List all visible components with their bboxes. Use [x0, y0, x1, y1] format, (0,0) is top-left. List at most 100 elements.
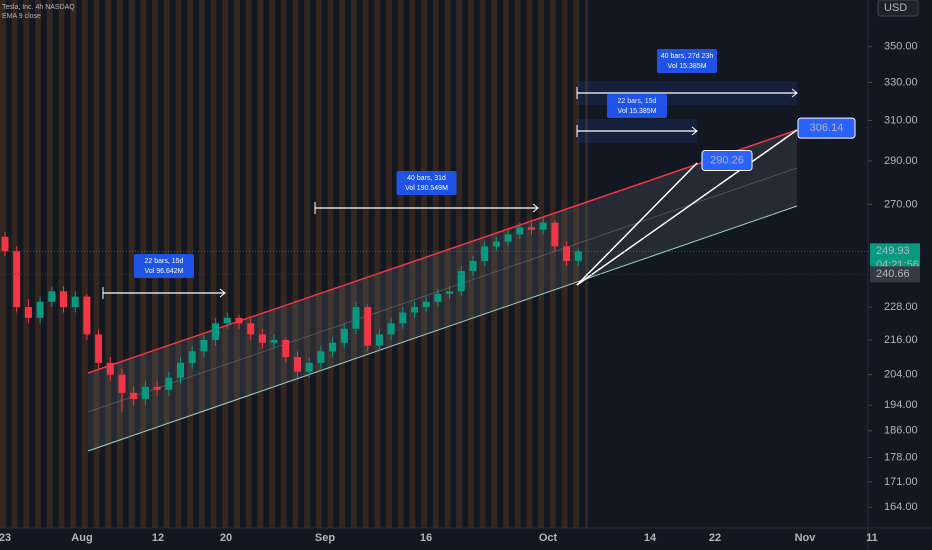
candle-body [177, 362, 184, 378]
candle-body [212, 323, 220, 340]
x-tick-label: 12 [152, 532, 164, 544]
price-badge [870, 266, 920, 283]
measure-arrow [691, 126, 698, 136]
x-tick-label: 16 [420, 532, 432, 544]
y-tick-label: 194.00 [884, 399, 918, 411]
candle-body [528, 227, 535, 230]
y-tick-label: 228.00 [884, 301, 918, 313]
measure-bars: 22 bars, 15d [145, 258, 184, 265]
projection-arrow [576, 129, 798, 286]
y-tick-label: 290.00 [884, 155, 918, 167]
candle-body [223, 317, 231, 324]
channel-mid [87, 167, 798, 413]
measure-vol: Vol 15.385M [618, 108, 657, 115]
candle-body [153, 386, 161, 390]
x-tick-label: 11 [866, 532, 878, 544]
y-tick-label: 216.00 [884, 334, 918, 346]
x-tick-label: Sep [315, 532, 335, 544]
target-label: 290.26 [710, 154, 744, 166]
candle-body [364, 307, 372, 346]
measure-bars: 40 bars, 31d [407, 175, 446, 182]
candle-body [305, 362, 313, 372]
measure-box [657, 49, 717, 73]
candle-body [24, 307, 32, 318]
measure-box [396, 171, 457, 195]
candle-body [352, 307, 360, 329]
candle-body [539, 222, 547, 230]
session-stripes [0, 0, 588, 528]
candle-body [83, 296, 91, 335]
x-tick-label: Aug [71, 532, 92, 544]
measure-arrow [791, 88, 798, 98]
measure-box [607, 94, 667, 118]
candle-body [71, 296, 79, 308]
measure-arrow [219, 288, 226, 298]
measure-bars: 22 bars, 15d [618, 98, 657, 105]
candle-body [294, 357, 301, 372]
candle-body [446, 291, 454, 294]
candle-body [387, 323, 395, 335]
measure-vol: Vol 15.385M [668, 63, 707, 70]
candle-body [422, 301, 430, 308]
candle-body [130, 392, 138, 399]
candle-body [165, 377, 173, 390]
candle-body [375, 334, 383, 346]
candle-body [574, 251, 582, 261]
candle-body [492, 241, 500, 247]
currency-box[interactable] [877, 0, 919, 17]
candle-body [329, 342, 337, 352]
candle-body [469, 260, 477, 271]
candle-body [434, 293, 442, 302]
candle-body [563, 246, 571, 261]
y-tick-label: 171.00 [884, 476, 918, 488]
candle-body [282, 339, 290, 358]
candle-body [516, 227, 524, 235]
candle-body [48, 291, 56, 302]
candle-body [411, 307, 418, 313]
candle-body [141, 386, 149, 399]
x-tick-label: 20 [220, 532, 232, 544]
target-label: 306.14 [810, 122, 844, 134]
y-tick-label: 178.00 [884, 451, 918, 463]
price-badge-label: 240.66 [876, 268, 910, 280]
y-tick-label: 270.00 [884, 198, 918, 210]
candle-body [481, 246, 489, 261]
target-badge [701, 149, 753, 171]
y-tick-label: 310.00 [884, 114, 918, 126]
candle-body [504, 234, 512, 242]
channel-bottom [87, 205, 798, 452]
candle-body [36, 301, 44, 318]
candle-body [457, 270, 465, 292]
candle-body [118, 374, 126, 393]
candle-body [13, 251, 21, 308]
measure-box [134, 254, 194, 278]
candle-body [1, 236, 9, 252]
drawings [87, 129, 798, 452]
candle-body [106, 362, 114, 375]
indicator-label: EMA 9 close [2, 13, 41, 20]
x-tick-label: 22 [709, 532, 721, 544]
currency: USD [884, 2, 907, 14]
y-tick-label: 330.00 [884, 76, 918, 88]
channel-top [87, 129, 798, 374]
candle-body [95, 334, 103, 363]
candle-body [399, 312, 407, 324]
candle-body [188, 351, 196, 363]
candle-body [340, 328, 348, 343]
candle-body [200, 339, 208, 352]
candle-body [551, 222, 559, 247]
y-tick-label: 204.00 [884, 369, 918, 381]
y-tick-label: 164.00 [884, 501, 918, 513]
candle-body [270, 339, 278, 343]
y-tick-label: 350.00 [884, 41, 918, 53]
x-tick-label: 23 [0, 532, 11, 544]
y-tick-label: 186.00 [884, 425, 918, 437]
chart-title: Tesla, Inc. 4h NASDAQ [2, 4, 75, 11]
candle-body [317, 351, 325, 363]
candle-body [258, 334, 266, 343]
candle-body [60, 291, 67, 308]
measure-arrow [532, 203, 539, 213]
x-tick-label: 14 [644, 532, 657, 544]
x-tick-label: Nov [795, 532, 817, 544]
